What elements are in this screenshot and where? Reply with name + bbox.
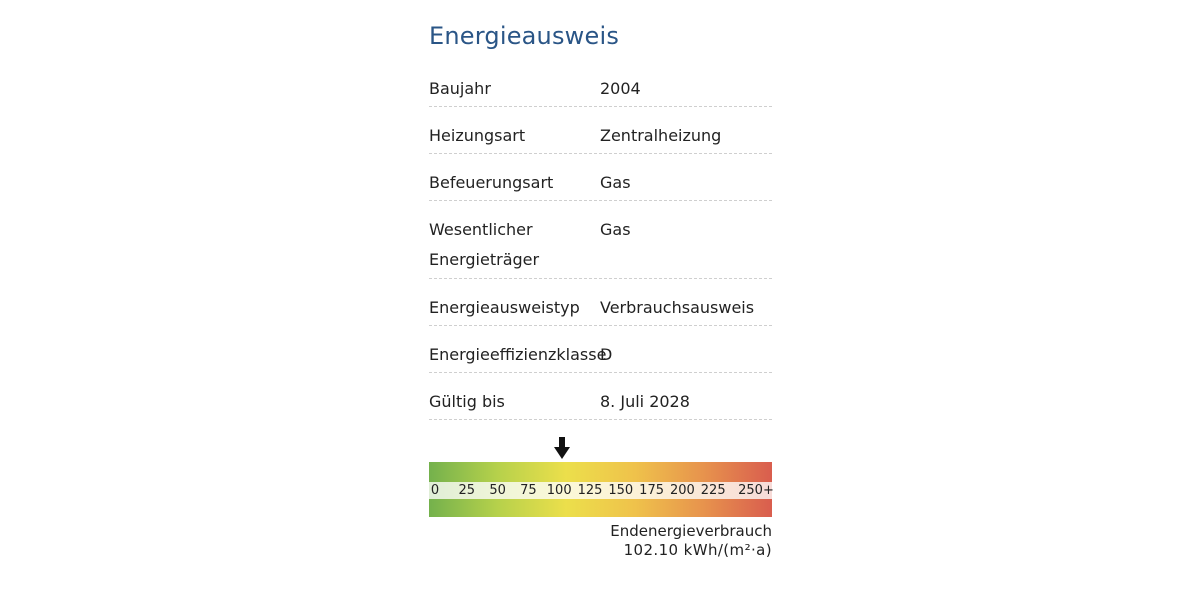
details-list: Baujahr 2004 Heizungsart Zentralheizung … [429,60,772,420]
detail-value: 8. Juli 2028 [600,392,690,411]
detail-value: Zentralheizung [600,126,722,145]
detail-value: D [600,345,613,364]
detail-label: Heizungsart [429,126,526,145]
scale-tick-label: 225 [700,483,726,498]
detail-row-effizienzklasse: Energieeffizienzklasse D [429,326,772,373]
scale-tick-label: 0 [430,483,440,498]
energy-scale-label-strip [429,482,772,499]
detail-value: Gas [600,173,631,192]
detail-row-energietraeger: Wesentlicher Energieträger Gas [429,201,772,279]
arrow-down-icon [553,437,570,459]
detail-label: Energieeffizienzklasse [429,345,607,364]
detail-value: 2004 [600,79,641,98]
page-title: Energieausweis [429,22,620,50]
detail-row-befeuerungsart: Befeuerungsart Gas [429,154,772,201]
consumption-value: 102.10 kWh/(m²·a) [623,541,772,559]
scale-tick-label: 25 [458,483,476,498]
detail-label: Gültig bis [429,392,505,411]
detail-row-gueltig-bis: Gültig bis 8. Juli 2028 [429,373,772,420]
detail-value: Verbrauchsausweis [600,298,755,317]
detail-label: Baujahr [429,79,491,98]
energy-scale: 0 25 50 75 100 125 150 175 200 225 250+ [429,436,774,520]
detail-row-baujahr: Baujahr 2004 [429,60,772,107]
detail-row-ausweistyp: Energieausweistyp Verbrauchsausweis [429,279,772,326]
energy-scale-bar: 0 25 50 75 100 125 150 175 200 225 250+ [429,462,774,517]
detail-label: Befeuerungsart [429,173,554,192]
scale-tick-label: 200 [669,483,695,498]
detail-row-heizungsart: Heizungsart Zentralheizung [429,107,772,154]
scale-tick-label: 150 [608,483,634,498]
energy-consumption-caption: Endenergieverbrauch 102.10 kWh/(m²·a) [610,522,772,560]
detail-label: Wesentlicher Energieträger [429,220,540,269]
consumption-label: Endenergieverbrauch [610,522,772,540]
scale-tick-label: 50 [489,483,506,498]
scale-tick-label: 125 [577,483,603,498]
detail-label: Energieausweistyp [429,298,580,317]
scale-tick-label: 75 [520,483,537,498]
scale-tick-label: 175 [639,483,665,498]
scale-tick-label: 100 [546,483,572,498]
detail-value: Gas [600,220,631,239]
scale-tick-label: 250+ [738,483,774,498]
